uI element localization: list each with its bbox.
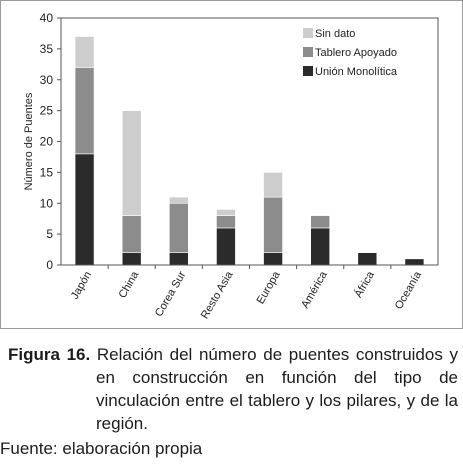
figure-caption: Figura 16. Relación del número de puente… <box>8 343 458 435</box>
y-tick-label: 5 <box>46 227 53 241</box>
bar-segment <box>121 110 142 216</box>
bar-segment <box>357 252 378 266</box>
bar-segment <box>216 227 236 266</box>
bar-segment <box>74 153 95 266</box>
y-tick-label: 10 <box>40 196 54 210</box>
bars <box>74 36 425 266</box>
bar-segment <box>263 172 283 198</box>
chart-figure: 0 5 10 15 20 25 30 35 40 Japón China Corea Sur Rest… <box>0 0 463 329</box>
legend-swatch <box>303 28 313 38</box>
caption-text: Relación del número de puentes construid… <box>90 345 458 433</box>
bar-segment <box>121 252 142 266</box>
legend-label: Tablero Apoyado <box>315 47 397 59</box>
caption-label: Figura 16. <box>8 345 91 364</box>
bar-segment <box>74 36 95 68</box>
bar-segment <box>121 215 142 253</box>
legend-label: Sin dato <box>315 28 355 40</box>
legend-label: Unión Monolítica <box>315 66 398 78</box>
y-axis: 0 5 10 15 20 25 30 35 40 <box>40 11 61 272</box>
bar-segment <box>263 252 283 266</box>
plot-area-frame <box>60 17 439 266</box>
legend: Sin dato Tablero Apoyado Unión Monolítica <box>303 28 398 78</box>
y-tick-label: 0 <box>46 258 53 272</box>
y-tick-label: 40 <box>40 11 54 25</box>
bar-segment <box>310 215 330 229</box>
y-tick-label: 35 <box>40 42 54 56</box>
bar-segment <box>169 252 189 266</box>
legend-swatch <box>303 66 313 76</box>
y-tick-label: 15 <box>40 165 54 179</box>
y-tick-label: 20 <box>40 135 54 149</box>
y-tick-label: 30 <box>40 73 54 87</box>
y-tick-label: 25 <box>40 104 54 118</box>
bar-segment <box>310 227 330 266</box>
y-axis-label: Número de Puentes <box>23 92 35 190</box>
bar-segment <box>216 209 236 216</box>
bar-segment <box>74 67 95 155</box>
legend-swatch <box>303 47 313 57</box>
bar-segment <box>169 196 189 204</box>
source-note: Fuente: elaboración propia <box>0 439 203 458</box>
bar-segment <box>169 202 189 253</box>
caption-paragraph: Figura 16. Relación del número de puente… <box>8 343 458 435</box>
bar-segment <box>216 215 236 229</box>
bar-segment <box>404 258 425 266</box>
bar-segment <box>263 196 283 253</box>
